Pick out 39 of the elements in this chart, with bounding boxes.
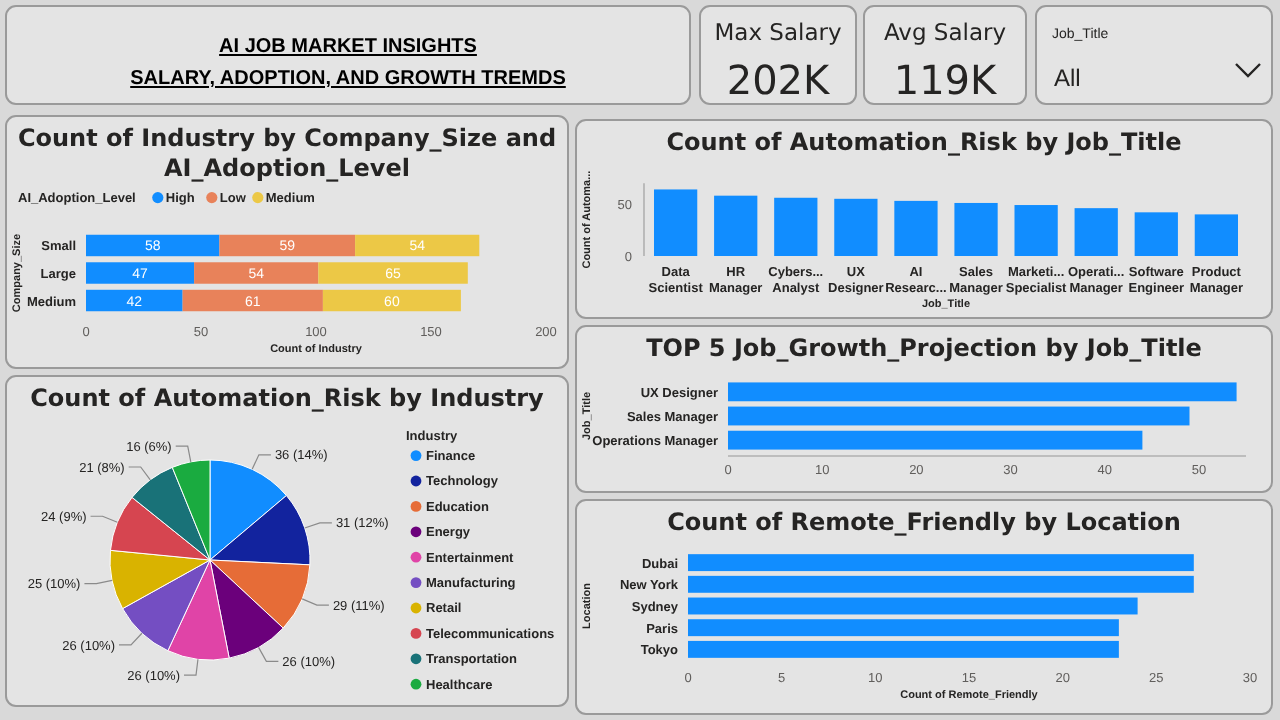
text: 119K — [893, 56, 999, 104]
bar — [1074, 208, 1118, 256]
text: SALARY, ADOPTION, AND GROWTH TREMDS — [130, 68, 567, 90]
bar — [774, 197, 818, 256]
bar — [688, 640, 1119, 658]
chart-title: Count of Automation_Risk by Job_Title — [666, 128, 1182, 156]
bar — [688, 575, 1194, 593]
bar — [894, 200, 938, 256]
bar — [654, 189, 698, 256]
bar — [318, 262, 468, 284]
bar — [194, 262, 319, 284]
bar — [688, 597, 1138, 615]
bar — [355, 234, 480, 257]
bar — [688, 554, 1194, 572]
bar — [728, 382, 1237, 402]
bar — [86, 234, 220, 257]
bar — [834, 198, 878, 256]
text: 202K — [726, 56, 832, 104]
chart-title: Count of Automation_Risk by Industry — [30, 384, 545, 412]
chart-title: Count of Remote_Friendly by Location — [667, 508, 1181, 536]
bar — [86, 262, 195, 284]
bar — [182, 289, 323, 312]
bar — [714, 195, 758, 256]
bar — [1014, 205, 1058, 256]
bar — [1194, 214, 1238, 256]
text: AI JOB MARKET INSIGHTS — [219, 36, 478, 58]
text: All — [1054, 64, 1081, 92]
text: Max Salary — [714, 18, 842, 46]
bar — [1134, 212, 1178, 256]
bar — [954, 202, 998, 256]
chart-title: Count of Industry by Company_Size and AI_Adoption_Level — [17, 124, 557, 182]
bar — [688, 619, 1119, 637]
bar — [728, 406, 1190, 426]
chart-title: TOP 5 Job_Growth_Projection by Job_Title — [646, 334, 1202, 362]
bar — [219, 234, 356, 257]
text: Avg Salary — [883, 18, 1007, 46]
bar — [728, 430, 1143, 450]
bar — [322, 289, 461, 312]
bar — [86, 289, 183, 312]
